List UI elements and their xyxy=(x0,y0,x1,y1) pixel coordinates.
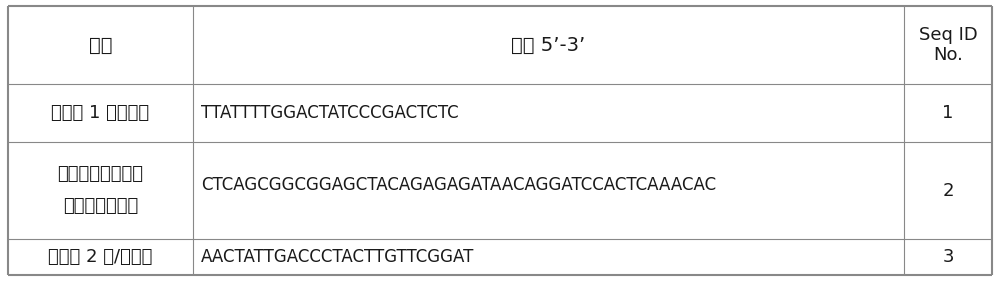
Text: AACTATTGACCCTACTTGTTCGGAT: AACTATTGACCCTACTTGTTCGGAT xyxy=(201,248,474,266)
Text: 引物对 1 上游引物: 引物对 1 上游引物 xyxy=(51,104,150,122)
Text: CTCAGCGGCGGAGCTACAGAGAGATAACAGGATCCACTCAAACAC: CTCAGCGGCGGAGCTACAGAGAGATAACAGGATCCACTCA… xyxy=(201,176,716,194)
Text: 引物对 2 上/下游引: 引物对 2 上/下游引 xyxy=(48,248,153,266)
Text: No.: No. xyxy=(933,46,963,64)
Text: 结合位点及加调控: 结合位点及加调控 xyxy=(58,166,144,183)
Text: 序列 5’-3’: 序列 5’-3’ xyxy=(511,35,586,55)
Text: 2: 2 xyxy=(942,182,954,200)
Text: 1: 1 xyxy=(942,104,954,122)
Text: 3: 3 xyxy=(942,248,954,266)
Text: Seq ID: Seq ID xyxy=(919,26,977,44)
Text: 名称: 名称 xyxy=(89,35,112,55)
Text: TTATTTTGGACTATCCCGACTCTC: TTATTTTGGACTATCCCGACTCTC xyxy=(201,104,459,122)
Text: 序列的下游引物: 序列的下游引物 xyxy=(63,198,138,216)
